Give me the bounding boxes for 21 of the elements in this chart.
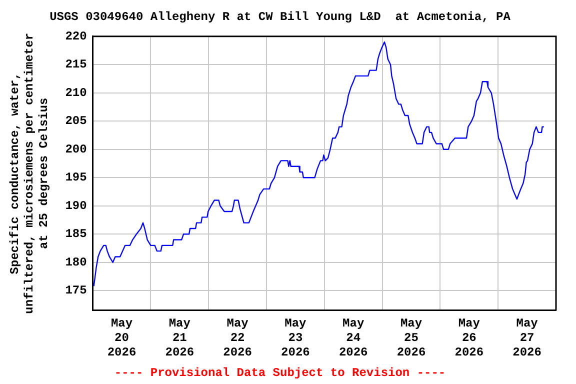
x-tick-label: May 24 2026: [338, 316, 368, 360]
y-tick-label: 190: [65, 198, 87, 213]
x-tick-label: May 21 2026: [165, 316, 194, 360]
text: ---- Provisional Data Subject to Revision ----: [114, 366, 446, 380]
x-tick-label: May 26 2026: [454, 316, 484, 360]
x-tick-label: May 22 2026: [223, 316, 252, 360]
y-axis-title: Specific conductance, water, unfiltered, microsiemens per centimeter at 25 degrees Celsius: [8, 32, 52, 314]
x-tick-label: May 20 2026: [107, 316, 136, 360]
y-tick-label: 175: [65, 284, 87, 298]
y-tick-label: 180: [65, 255, 87, 270]
y-tick-label: 220: [65, 29, 87, 44]
y-tick-label: 215: [65, 58, 87, 72]
y-tick-label: 210: [65, 86, 87, 100]
y-tick-label: 185: [65, 227, 87, 242]
x-tick-label: May 23 2026: [281, 316, 310, 360]
x-tick-label: May 25 2026: [396, 316, 426, 360]
y-tick-label: 200: [65, 142, 87, 156]
y-tick-label: 205: [65, 114, 87, 128]
y-tick-label: 195: [65, 170, 87, 185]
x-tick-label: May 27 2026: [512, 316, 542, 360]
chart-title: USGS 03049640 Allegheny R at CW Bill Young L&D at Acmetonia, PA: [50, 10, 512, 24]
